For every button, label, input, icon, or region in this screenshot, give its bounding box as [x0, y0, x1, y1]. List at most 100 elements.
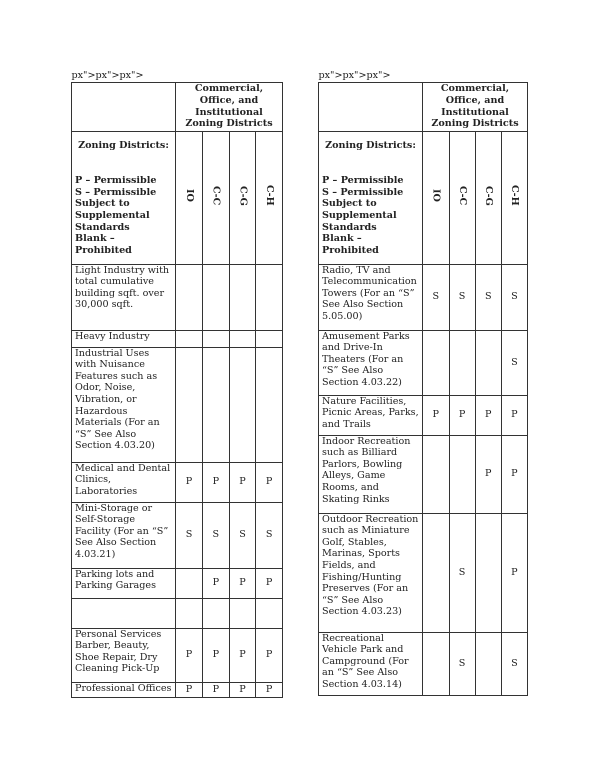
table-row: Recreational Vehicle Park and Campground… — [318, 631, 529, 696]
permission-cell — [448, 329, 476, 396]
legend-line: P – Permissible — [75, 175, 157, 187]
table-row: Personal Services Barber, Beauty, Shoe R… — [71, 627, 283, 683]
column-header-c-c: C-C — [448, 130, 476, 265]
use-label: Nature Facilities, Picnic Areas, Parks, … — [318, 394, 423, 436]
permission-cell: P — [500, 394, 529, 436]
permission-cell: S — [202, 501, 230, 569]
permission-cell: P — [422, 394, 450, 436]
permission-cell: P — [474, 394, 502, 436]
permission-cell — [474, 329, 502, 396]
use-label — [71, 597, 176, 629]
legend-line: Blank – Prohibited — [322, 233, 379, 256]
permission-cell: P — [500, 434, 529, 514]
permission-cell — [175, 329, 203, 348]
column-header-c-g: C-G — [228, 130, 257, 265]
zoning-table-left: px">px">px"> Commercial, Office, and Inst… — [71, 70, 283, 698]
use-label: Professional Offices — [71, 681, 176, 698]
permission-cell — [474, 512, 502, 633]
permission-cell — [255, 346, 283, 463]
permission-cell: P — [474, 434, 502, 514]
table-row: Medical and Dental Clinics, Laboratories… — [71, 461, 283, 503]
legend-line: S – Permissible Subject to Supplemental … — [322, 186, 404, 233]
use-label: Amusement Parks and Drive-In Theaters (F… — [318, 329, 423, 396]
zoning-table-right: px">px">px"> Commercial, Office, and Inst… — [318, 70, 529, 696]
use-label: Light Industry with total cumulative bui… — [71, 263, 176, 331]
permission-cell — [202, 597, 230, 629]
legend-cell: Zoning Districts: P – Permissible S – Perm… — [71, 130, 176, 265]
legend-cell: Zoning Districts: P – Permissible S – Perm… — [318, 130, 423, 265]
table-row: Heavy Industry — [71, 329, 283, 348]
permission-cell: P — [500, 512, 529, 633]
permission-cell: S — [228, 501, 257, 569]
permission-cell — [255, 597, 283, 629]
table-row: Indoor Recreation such as Billiard Parlo… — [318, 434, 529, 514]
permission-cell: P — [255, 567, 283, 599]
use-label: Mini-Storage or Self-Storage Facility (F… — [71, 501, 176, 569]
permission-cell — [175, 346, 203, 463]
table-row: Amusement Parks and Drive-In Theaters (F… — [318, 329, 529, 396]
district-group-header: Commercial, Office, and Institutional Zo… — [422, 81, 528, 132]
permission-cell — [175, 263, 203, 331]
permission-cell: P — [175, 627, 203, 683]
permission-cell — [228, 329, 257, 348]
permission-cell: P — [202, 567, 230, 599]
permission-cell: S — [255, 501, 283, 569]
permission-cell: S — [175, 501, 203, 569]
permission-cell — [255, 329, 283, 348]
permission-cell: S — [474, 263, 502, 331]
legend-line: Blank – Prohibited — [75, 233, 132, 256]
column-header-c-h: C-H — [500, 130, 529, 265]
permission-cell: S — [500, 263, 529, 331]
column-header-c-c: C-C — [202, 130, 230, 265]
permission-cell — [228, 263, 257, 331]
blank-header-cell — [71, 81, 176, 132]
table-row: Nature Facilities, Picnic Areas, Parks, … — [318, 394, 529, 436]
use-label: Indoor Recreation such as Billiard Parlo… — [318, 434, 423, 514]
district-group-header: Commercial, Office, and Institutional Zo… — [175, 81, 283, 132]
permission-cell — [448, 434, 476, 514]
permission-cell: P — [228, 627, 257, 683]
column-header-c-h: C-H — [255, 130, 283, 265]
table-row: Professional Offices P P P P — [71, 681, 283, 698]
permission-cell: P — [228, 567, 257, 599]
permission-cell: S — [500, 329, 529, 396]
permission-cell — [255, 263, 283, 331]
use-label: Outdoor Recreation such as Miniature Gol… — [318, 512, 423, 633]
legend-title: Zoning Districts: — [325, 139, 416, 151]
permission-cell: P — [202, 681, 230, 698]
permission-cell — [422, 631, 450, 696]
permission-cell — [228, 597, 257, 629]
permission-cell — [422, 329, 450, 396]
permission-cell — [422, 434, 450, 514]
permission-cell — [474, 631, 502, 696]
permission-cell — [422, 512, 450, 633]
permission-cell — [202, 346, 230, 463]
use-label: Parking lots and Parking Garages — [71, 567, 176, 599]
use-label: Radio, TV and Telecommunication Towers (… — [318, 263, 423, 331]
permission-cell: P — [228, 461, 257, 503]
table-row: Outdoor Recreation such as Miniature Gol… — [318, 512, 529, 633]
table-row: Light Industry with total cumulative bui… — [71, 263, 283, 331]
permission-cell: P — [255, 461, 283, 503]
use-label: Personal Services Barber, Beauty, Shoe R… — [71, 627, 176, 683]
permission-cell — [202, 263, 230, 331]
use-label: Industrial Uses with Nuisance Features s… — [71, 346, 176, 463]
permission-cell: P — [202, 627, 230, 683]
permission-cell: S — [422, 263, 450, 331]
permission-cell: S — [448, 631, 476, 696]
permission-cell: S — [500, 631, 529, 696]
column-header-c-g: C-G — [474, 130, 502, 265]
permission-cell: S — [448, 263, 476, 331]
column-header-io: IO — [422, 130, 450, 265]
blank-header-cell — [318, 81, 423, 132]
permission-cell: S — [448, 512, 476, 633]
use-label: Heavy Industry — [71, 329, 176, 348]
permission-cell — [228, 346, 257, 463]
permission-cell — [175, 597, 203, 629]
table-row: Radio, TV and Telecommunication Towers (… — [318, 263, 529, 331]
permission-cell: P — [175, 461, 203, 503]
table-row: Industrial Uses with Nuisance Features s… — [71, 346, 283, 463]
permission-cell: P — [255, 627, 283, 683]
column-header-io: IO — [175, 130, 203, 265]
table-row: Parking lots and Parking Garages P P P — [71, 567, 283, 599]
